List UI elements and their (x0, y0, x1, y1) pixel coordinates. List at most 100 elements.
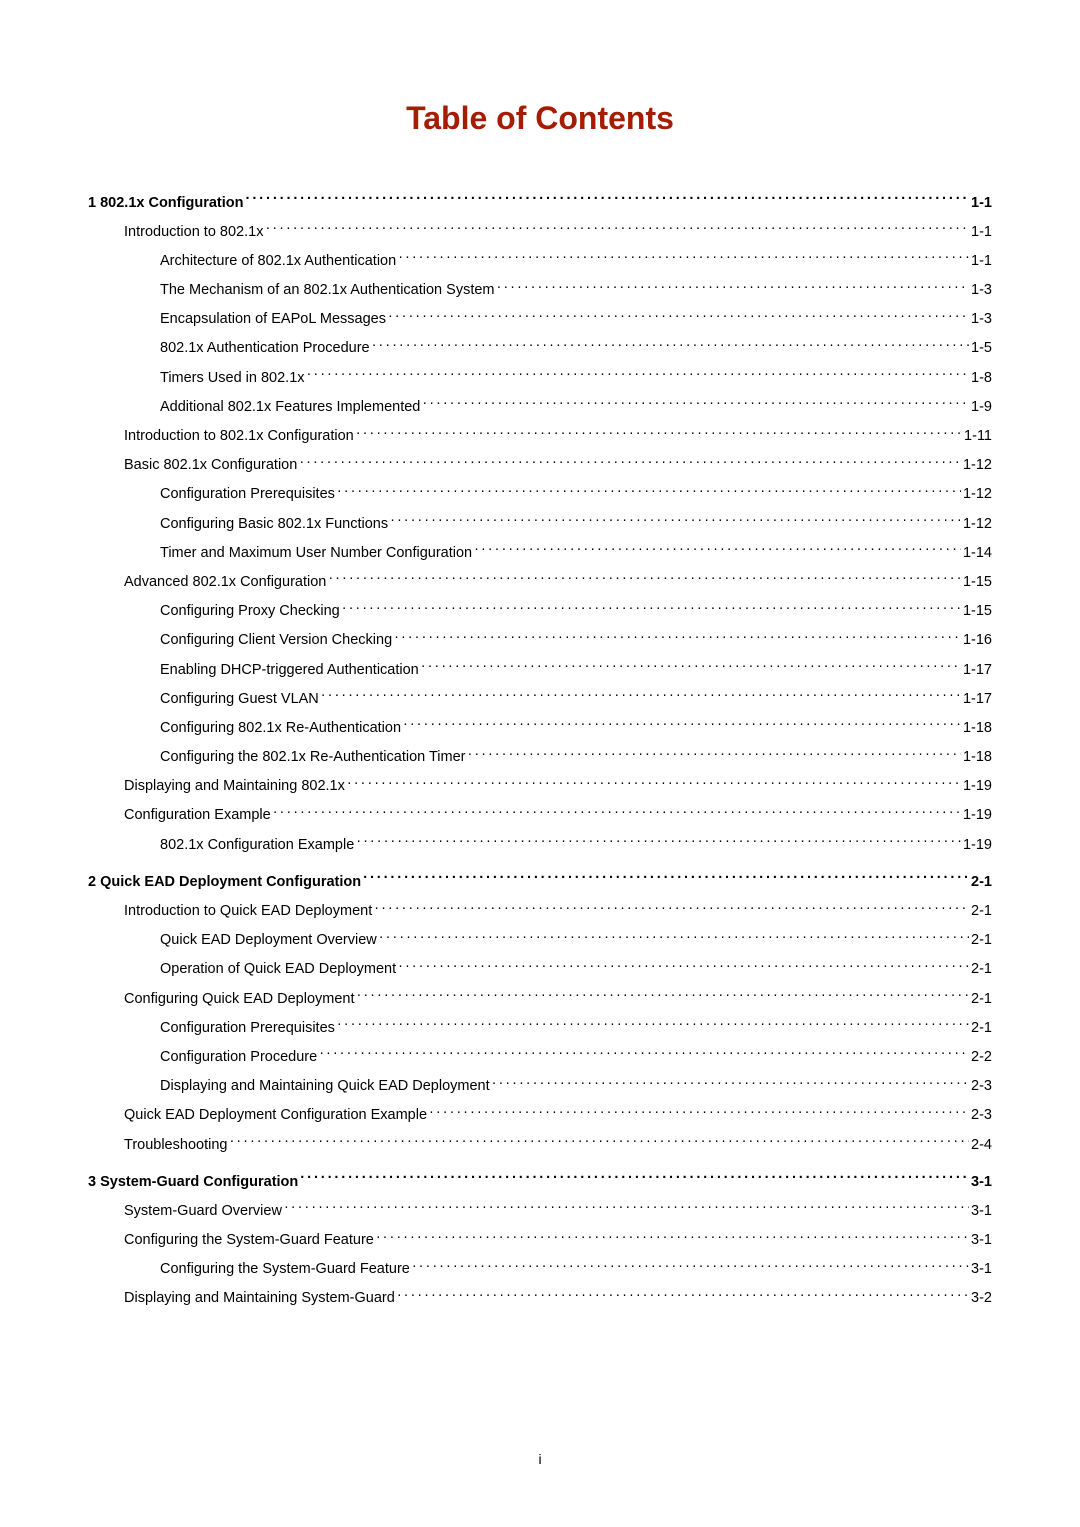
toc-entry-page: 1-1 (971, 254, 992, 269)
toc-leader-dots (374, 901, 969, 916)
toc-entry[interactable]: Configuring the System-Guard Feature3-1 (160, 1259, 992, 1277)
toc-entry[interactable]: Troubleshooting 2-4 (124, 1134, 992, 1152)
toc-entry[interactable]: 1 802.1x Configuration1-1 (88, 192, 992, 210)
toc-entry[interactable]: Displaying and Maintaining Quick EAD Dep… (160, 1076, 992, 1094)
toc-entry[interactable]: Timers Used in 802.1x1-8 (160, 367, 992, 385)
toc-entry[interactable]: Quick EAD Deployment Overview2-1 (160, 930, 992, 948)
toc-leader-dots (363, 871, 969, 886)
toc-entry[interactable]: 2 Quick EAD Deployment Configuration2-1 (88, 871, 992, 889)
toc-entry[interactable]: Configuring Proxy Checking1-15 (160, 601, 992, 619)
toc-entry-page: 1-5 (971, 341, 992, 356)
toc-entry[interactable]: Basic 802.1x Configuration1-12 (124, 455, 992, 473)
toc-entry[interactable]: Configuration Prerequisites2-1 (160, 1017, 992, 1035)
toc-entry-page: 1-19 (963, 779, 992, 794)
toc-leader-dots (347, 776, 961, 791)
toc-entry-page: 1-18 (963, 721, 992, 736)
toc-entry-label: Displaying and Maintaining 802.1x (124, 779, 345, 794)
toc-entry[interactable]: Configuration Procedure2-2 (160, 1046, 992, 1064)
toc-entry[interactable]: Operation of Quick EAD Deployment2-1 (160, 959, 992, 977)
toc-entry-page: 3-1 (971, 1233, 992, 1248)
toc-entry-label: Additional 802.1x Features Implemented (160, 400, 420, 415)
toc-entry[interactable]: Architecture of 802.1x Authentication 1-1 (160, 250, 992, 268)
toc-entry-page: 2-1 (971, 875, 992, 890)
toc-entry-page: 3-1 (971, 1204, 992, 1219)
toc-leader-dots (379, 930, 969, 945)
toc-entry-page: 1-9 (971, 400, 992, 415)
toc-entry-label: Introduction to 802.1x Configuration (124, 429, 354, 444)
toc-leader-dots (474, 542, 961, 557)
toc-entry[interactable]: 802.1x Configuration Example1-19 (160, 834, 992, 852)
toc-entry-label: Introduction to 802.1x (124, 225, 263, 240)
toc-entry[interactable]: Enabling DHCP-triggered Authentication 1-… (160, 659, 992, 677)
toc-entry[interactable]: Timer and Maximum User Number Configurat… (160, 542, 992, 560)
toc-entry-label: 802.1x Configuration Example (160, 838, 354, 853)
toc-entry-label: Architecture of 802.1x Authentication (160, 254, 396, 269)
toc-entry[interactable]: Configuring the System-Guard Feature3-1 (124, 1230, 992, 1248)
toc-leader-dots (300, 1171, 969, 1186)
toc-entry[interactable]: The Mechanism of an 802.1x Authenticatio… (160, 280, 992, 298)
toc-entry-page: 1-14 (963, 546, 992, 561)
toc-leader-dots (403, 717, 961, 732)
toc-leader-dots (337, 1017, 969, 1032)
toc-entry[interactable]: Introduction to 802.1x 1-1 (124, 221, 992, 239)
toc-entry[interactable]: Configuring Guest VLAN1-17 (160, 688, 992, 706)
toc-entry-label: Configuration Prerequisites (160, 487, 335, 502)
toc-entry[interactable]: Configuration Example1-19 (124, 805, 992, 823)
toc-entry[interactable]: Displaying and Maintaining 802.1x 1-19 (124, 776, 992, 794)
toc-entry-page: 2-1 (971, 1021, 992, 1036)
toc-entry[interactable]: Introduction to 802.1x Configuration 1-11 (124, 426, 992, 444)
toc-entry-page: 1-1 (971, 196, 992, 211)
toc-entry-label: Displaying and Maintaining Quick EAD Dep… (160, 1079, 490, 1094)
toc-entry[interactable]: Configuring the 802.1x Re-Authentication… (160, 747, 992, 765)
table-of-contents: 1 802.1x Configuration1-1 Introduction to… (88, 192, 992, 1306)
toc-entry[interactable]: Encapsulation of EAPoL Messages1-3 (160, 309, 992, 327)
toc-entry[interactable]: Quick EAD Deployment Configuration Examp… (124, 1105, 992, 1123)
toc-leader-dots (398, 959, 969, 974)
toc-entry[interactable]: Additional 802.1x Features Implemented 1-… (160, 396, 992, 414)
section-gap (88, 863, 992, 871)
toc-leader-dots (321, 688, 961, 703)
toc-entry[interactable]: Configuring Client Version Checking1-16 (160, 630, 992, 648)
toc-entry[interactable]: Displaying and Maintaining System-Guard3… (124, 1288, 992, 1306)
toc-leader-dots (492, 1076, 969, 1091)
toc-entry[interactable]: Configuring Basic 802.1x Functions1-12 (160, 513, 992, 531)
toc-leader-dots (394, 630, 961, 645)
toc-entry[interactable]: Configuring Quick EAD Deployment2-1 (124, 988, 992, 1006)
toc-entry-page: 1-17 (963, 663, 992, 678)
toc-leader-dots (388, 309, 969, 324)
toc-entry[interactable]: 3 System-Guard Configuration3-1 (88, 1171, 992, 1189)
page-footer: i (0, 1451, 1080, 1467)
toc-entry-label: Configuring the 802.1x Re-Authentication… (160, 750, 465, 765)
toc-entry-page: 2-4 (971, 1138, 992, 1153)
toc-entry-label: Basic 802.1x Configuration (124, 458, 297, 473)
toc-entry-page: 2-1 (971, 992, 992, 1007)
toc-entry[interactable]: Configuring 802.1x Re-Authentication1-18 (160, 717, 992, 735)
section-gap (88, 1163, 992, 1171)
toc-entry-label: Timer and Maximum User Number Configurat… (160, 546, 472, 561)
toc-entry[interactable]: Introduction to Quick EAD Deployment2-1 (124, 901, 992, 919)
toc-entry-label: 802.1x Authentication Procedure (160, 341, 370, 356)
toc-entry-page: 1-12 (963, 487, 992, 502)
toc-entry-page: 2-3 (971, 1108, 992, 1123)
toc-entry-label: Configuring Basic 802.1x Functions (160, 517, 388, 532)
toc-entry[interactable]: Advanced 802.1x Configuration1-15 (124, 571, 992, 589)
toc-entry[interactable]: System-Guard Overview3-1 (124, 1200, 992, 1218)
toc-entry-label: Enabling DHCP-triggered Authentication (160, 663, 419, 678)
toc-entry-page: 1-1 (971, 225, 992, 240)
toc-entry-label: 3 System-Guard Configuration (88, 1175, 298, 1190)
toc-entry-label: Quick EAD Deployment Overview (160, 933, 377, 948)
toc-entry-label: Configuration Example (124, 808, 271, 823)
toc-entry-label: Advanced 802.1x Configuration (124, 575, 326, 590)
toc-entry-label: Configuring Client Version Checking (160, 633, 392, 648)
toc-entry-label: Troubleshooting (124, 1138, 227, 1153)
toc-leader-dots (342, 601, 961, 616)
toc-entry-page: 1-11 (964, 429, 992, 444)
toc-leader-dots (328, 571, 961, 586)
toc-entry-label: Configuring Guest VLAN (160, 692, 319, 707)
toc-entry[interactable]: Configuration Prerequisites 1-12 (160, 484, 992, 502)
toc-entry-page: 1-3 (971, 283, 992, 298)
toc-entry[interactable]: 802.1x Authentication Procedure 1-5 (160, 338, 992, 356)
toc-entry-label: Configuring Proxy Checking (160, 604, 340, 619)
toc-leader-dots (497, 280, 970, 295)
toc-entry-page: 3-1 (971, 1262, 992, 1277)
